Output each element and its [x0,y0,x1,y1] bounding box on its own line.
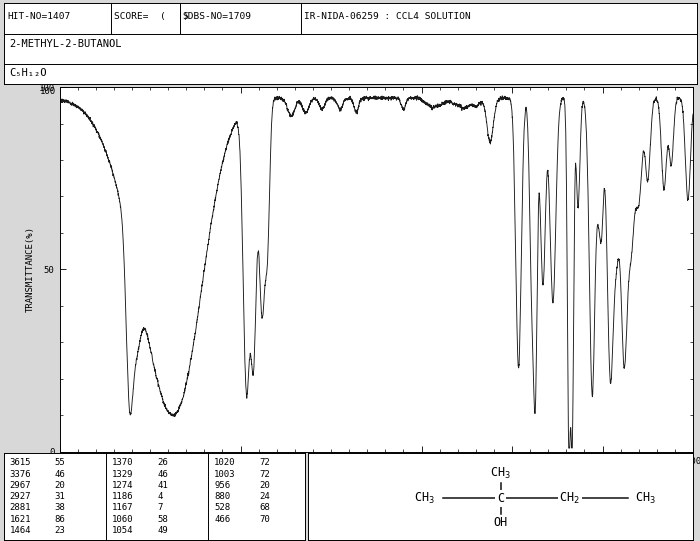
Text: 70: 70 [260,514,270,524]
Text: 26: 26 [157,458,168,467]
Text: SCORE=  (   ): SCORE= ( ) [114,12,189,21]
Text: 72: 72 [260,458,270,467]
Text: 1060: 1060 [112,514,134,524]
Text: 1167: 1167 [112,503,134,512]
Text: 55: 55 [55,458,65,467]
Text: HIT-NO=1407: HIT-NO=1407 [7,12,70,21]
Text: 956: 956 [214,481,230,490]
Text: 100: 100 [40,87,56,96]
Text: C₅H₁₂O: C₅H₁₂O [9,68,46,78]
Text: 1329: 1329 [112,470,134,479]
Text: 20: 20 [260,481,270,490]
Text: 466: 466 [214,514,230,524]
Text: 880: 880 [214,492,230,501]
Text: 72: 72 [260,470,270,479]
Text: 58: 58 [157,514,168,524]
Text: 1003: 1003 [214,470,236,479]
Text: 1020: 1020 [214,458,236,467]
Text: 2-METHYL-2-BUTANOL: 2-METHYL-2-BUTANOL [9,39,122,49]
Text: 1186: 1186 [112,492,134,501]
Text: 23: 23 [55,526,65,535]
Text: 3615: 3615 [10,458,31,467]
Y-axis label: TRANSMITTANCE(%): TRANSMITTANCE(%) [25,227,34,312]
Text: 38: 38 [55,503,65,512]
Text: CH$_2$: CH$_2$ [559,491,580,506]
Text: 4: 4 [157,492,162,501]
Text: 20: 20 [55,481,65,490]
Text: 3376: 3376 [10,470,31,479]
Text: 1054: 1054 [112,526,134,535]
Text: IR-NIDA-06259 : CCL4 SOLUTION: IR-NIDA-06259 : CCL4 SOLUTION [304,12,470,21]
Text: 49: 49 [157,526,168,535]
Text: 1370: 1370 [112,458,134,467]
Text: 86: 86 [55,514,65,524]
Text: 31: 31 [55,492,65,501]
Text: OH: OH [494,516,508,529]
Text: CH$_3$: CH$_3$ [636,491,656,506]
Text: 1464: 1464 [10,526,31,535]
Text: CH$_3$: CH$_3$ [414,491,435,506]
Text: CH$_3$: CH$_3$ [490,466,511,481]
Text: 2881: 2881 [10,503,31,512]
Text: 46: 46 [55,470,65,479]
Text: 24: 24 [260,492,270,501]
Text: 528: 528 [214,503,230,512]
Text: 7: 7 [157,503,162,512]
Text: C: C [497,492,504,505]
Text: 41: 41 [157,481,168,490]
Text: 2927: 2927 [10,492,31,501]
Text: 68: 68 [260,503,270,512]
Text: 1621: 1621 [10,514,31,524]
Text: SDBS-NO=1709: SDBS-NO=1709 [182,12,251,21]
X-axis label: WAVENUMBER(1/1): WAVENUMBER(1/1) [332,471,420,481]
Text: 1274: 1274 [112,481,134,490]
Text: 2967: 2967 [10,481,31,490]
Text: 46: 46 [157,470,168,479]
